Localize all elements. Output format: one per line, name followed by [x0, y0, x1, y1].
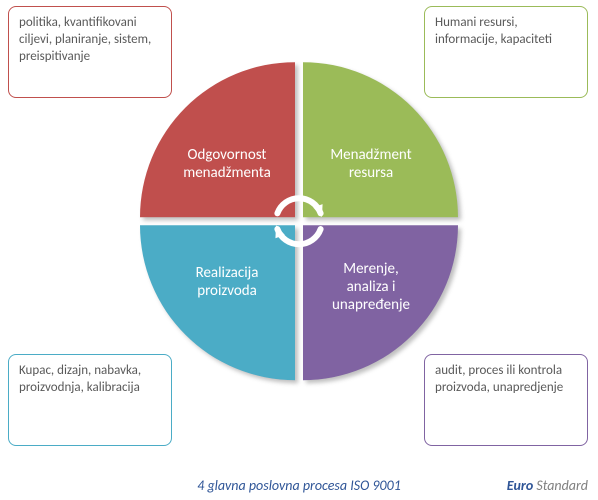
quadrant-label-tl: Odgovornostmenadžmenta — [183, 146, 271, 182]
cycle-arrows-icon — [271, 193, 327, 249]
quadrant-pie: OdgovornostmenadžmentaMenadžmentresursaM… — [119, 41, 479, 401]
diagram-stage: politika, kvantifikovani ciljevi, planir… — [0, 0, 598, 500]
brand-part1: Euro — [507, 477, 537, 494]
quadrant-label-bl: Realizacijaproizvoda — [196, 264, 259, 300]
quadrant-bl — [140, 225, 295, 380]
quadrant-tr — [303, 62, 458, 217]
brand: Euro Standard — [507, 477, 588, 494]
quadrant-tl — [140, 62, 295, 217]
brand-part2: Standard — [536, 477, 588, 494]
